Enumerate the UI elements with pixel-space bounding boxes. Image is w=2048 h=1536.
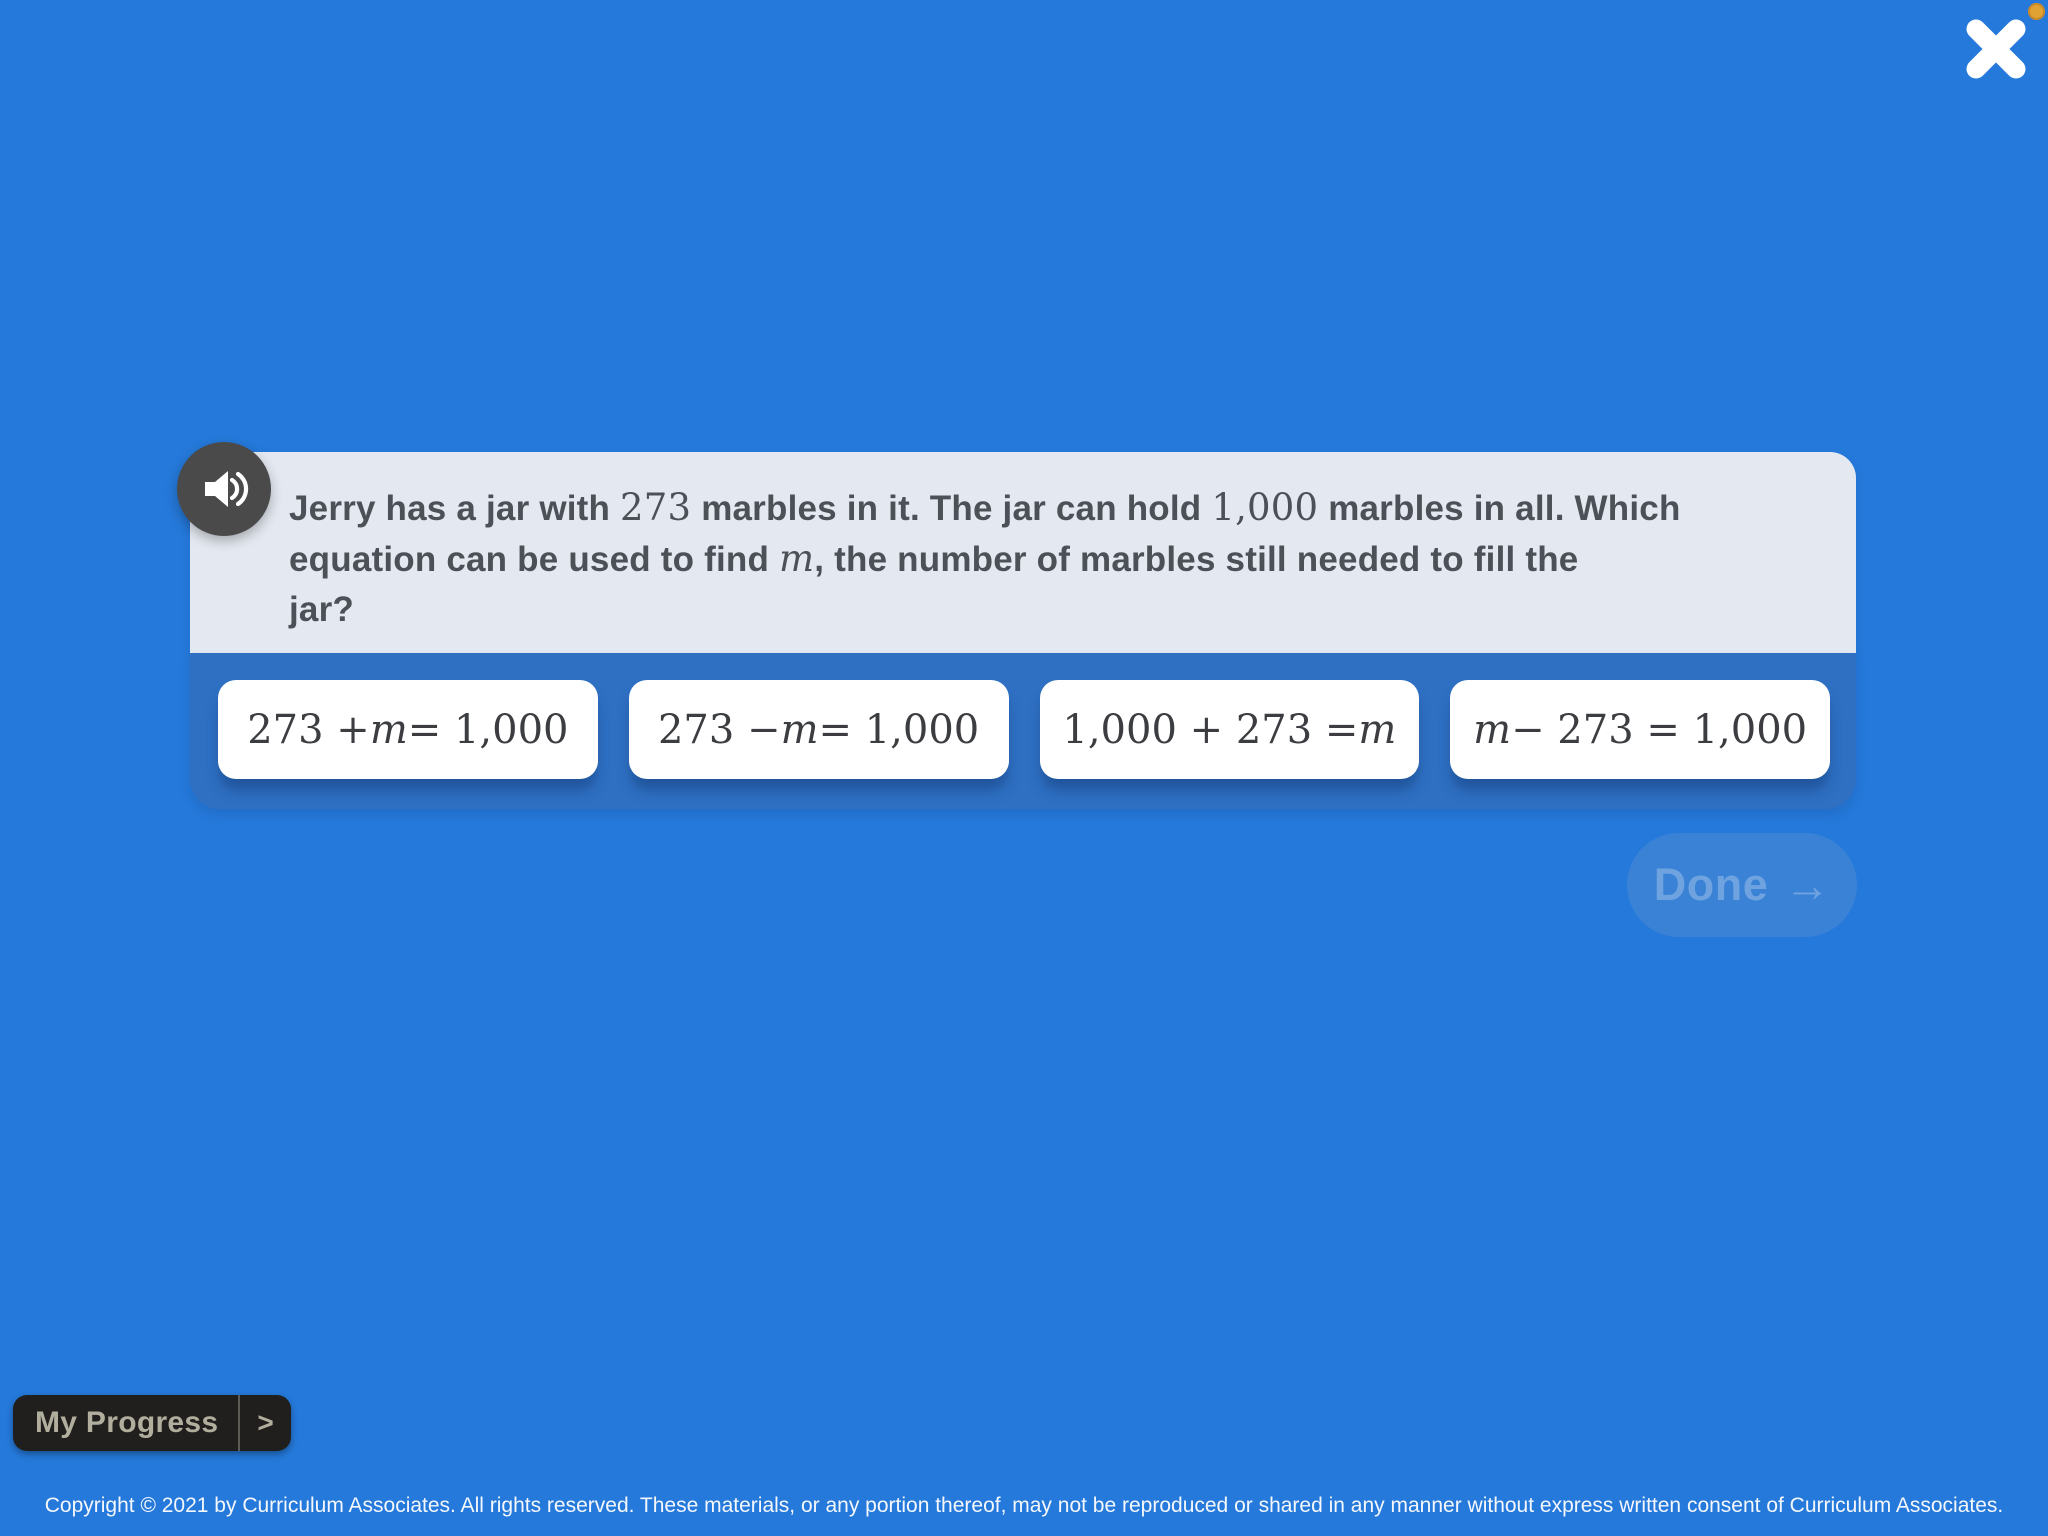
text-run: , the number of marbles still needed to … [814, 540, 1579, 579]
done-label: Done [1653, 859, 1769, 910]
close-icon [1960, 15, 2032, 83]
math-variable: m [780, 706, 819, 753]
question-card: Jerry has a jar with 273 marbles in it. … [190, 452, 1856, 653]
question-line: jar? [289, 585, 1828, 635]
text-run: jar? [289, 590, 354, 629]
question-panel: Jerry has a jar with 273 marbles in it. … [177, 442, 1856, 809]
math-variable: m [1358, 706, 1397, 753]
my-progress-button[interactable]: My Progress > [13, 1395, 291, 1451]
answer-option-4[interactable]: m − 273 = 1,000 [1450, 680, 1830, 779]
text-run: 273 + [247, 706, 370, 753]
text-run: 273 − [657, 706, 781, 753]
math-number: 273 [620, 486, 692, 529]
read-aloud-button[interactable] [177, 442, 271, 536]
speaker-icon [196, 461, 252, 517]
math-variable: m [779, 537, 815, 580]
answer-options: 273 + m = 1,000 273 − m = 1,000 1,000 + 27… [190, 653, 1856, 809]
question-line: equation can be used to find m, the numb… [289, 534, 1828, 585]
text-run: equation can be used to find [289, 540, 779, 579]
text-run: = 1,000 [407, 706, 569, 753]
divider [238, 1395, 241, 1451]
text-run: − 273 = 1,000 [1511, 706, 1808, 753]
math-variable: m [369, 706, 408, 753]
text-run: Jerry has a jar with [289, 489, 621, 528]
answer-option-2[interactable]: 273 − m = 1,000 [628, 680, 1009, 779]
text-run: 1,000 + 273 = [1062, 706, 1359, 753]
text-run: marbles in all. Which [1318, 489, 1681, 528]
math-number: 1,000 [1211, 486, 1319, 529]
arrow-right-icon: → [1784, 859, 1831, 911]
math-variable: m [1473, 706, 1512, 753]
notification-dot [2028, 3, 2045, 20]
close-button[interactable] [1950, 6, 2042, 92]
answer-option-3[interactable]: 1,000 + 273 = m [1039, 680, 1420, 779]
answer-option-1[interactable]: 273 + m = 1,000 [218, 680, 598, 779]
text-run: = 1,000 [818, 706, 980, 753]
my-progress-label: My Progress [35, 1406, 219, 1439]
done-button[interactable]: Done → [1627, 833, 1857, 937]
chevron-right-icon: > [257, 1407, 274, 1438]
copyright-text: Copyright © 2021 by Curriculum Associate… [44, 1494, 2004, 1517]
question-text: Jerry has a jar with 273 marbles in it. … [289, 483, 1828, 635]
question-line: Jerry has a jar with 273 marbles in it. … [289, 483, 1828, 534]
text-run: marbles in it. The jar can hold [691, 489, 1212, 528]
